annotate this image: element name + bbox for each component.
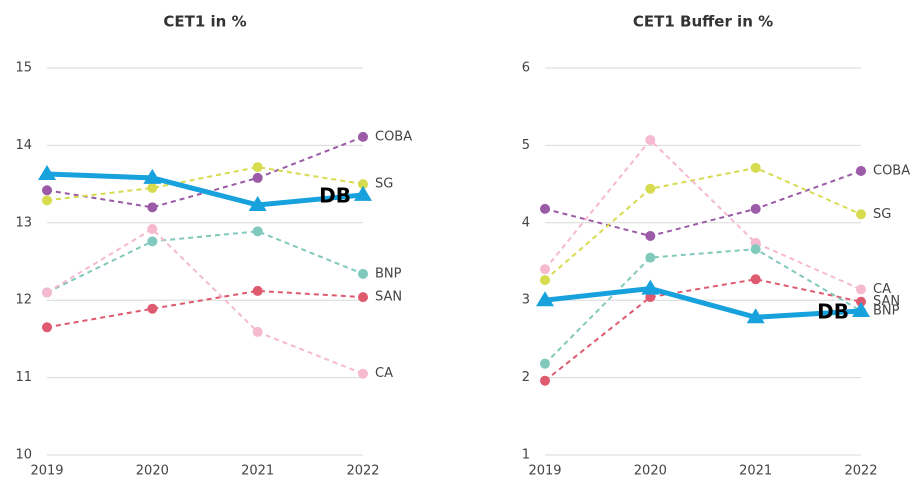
point	[358, 292, 368, 303]
point	[147, 303, 158, 314]
point	[42, 322, 52, 333]
x-tick-label: 2019	[30, 464, 63, 479]
x-tick-label: 2020	[136, 464, 169, 479]
point	[645, 183, 656, 194]
point	[354, 185, 372, 201]
point	[252, 162, 263, 173]
point	[147, 182, 158, 193]
series-line	[544, 166, 862, 281]
y-tick-label: 11	[15, 370, 32, 385]
chart-title: CET1 in %	[163, 13, 246, 31]
point	[147, 236, 158, 247]
point	[856, 209, 866, 220]
point	[358, 368, 368, 379]
y-tick-label: 5	[522, 138, 530, 153]
point	[852, 302, 870, 318]
series-label: BNP	[375, 266, 402, 281]
series-line	[46, 135, 364, 209]
point	[540, 264, 550, 275]
point	[358, 131, 368, 142]
point	[750, 203, 761, 214]
point	[147, 223, 158, 234]
series-label: CA	[873, 282, 891, 297]
point	[540, 203, 550, 214]
point	[750, 274, 761, 285]
y-tick-label: 3	[522, 293, 530, 308]
point	[252, 326, 263, 337]
series-label: COBA	[873, 163, 910, 178]
y-tick-label: 12	[15, 293, 32, 308]
point	[252, 285, 263, 296]
point	[750, 244, 761, 255]
point	[856, 165, 866, 176]
series-line	[544, 138, 862, 291]
point	[358, 179, 368, 190]
point	[540, 375, 550, 386]
y-tick-label: 15	[15, 61, 32, 76]
point	[252, 172, 263, 183]
series-line	[46, 166, 364, 202]
point	[143, 168, 162, 184]
point	[645, 292, 656, 303]
y-tick-label: 10	[15, 448, 32, 463]
x-tick-label: 2020	[634, 464, 667, 479]
point	[645, 134, 656, 145]
point	[358, 268, 368, 279]
series-line	[46, 227, 364, 375]
x-tick-label: 2021	[241, 464, 274, 479]
point	[42, 185, 52, 196]
point	[856, 284, 866, 295]
point	[856, 296, 866, 307]
y-tick-label: 13	[15, 215, 32, 230]
series-label: SG	[873, 207, 891, 222]
point	[645, 230, 656, 241]
series-line	[46, 289, 364, 329]
series-line	[544, 278, 862, 382]
series-line	[544, 248, 862, 365]
chart-title: CET1 Buffer in %	[633, 13, 773, 31]
x-tick-label: 2019	[528, 464, 561, 479]
series-line	[46, 171, 364, 208]
series-line	[46, 230, 364, 294]
point	[536, 291, 554, 307]
y-tick-label: 2	[522, 370, 530, 385]
series-label: SG	[375, 177, 393, 192]
y-tick-label: 14	[15, 138, 32, 153]
point	[42, 195, 52, 206]
series-label: CA	[375, 366, 393, 381]
series-label: BNP	[873, 304, 900, 319]
point	[540, 358, 550, 369]
point	[645, 252, 656, 263]
point	[252, 226, 263, 237]
series-label: SAN	[873, 294, 900, 309]
series-line	[544, 286, 862, 320]
x-tick-label: 2022	[844, 464, 877, 479]
point	[746, 308, 765, 324]
series-label: COBA	[375, 129, 412, 144]
x-tick-label: 2021	[739, 464, 772, 479]
point	[750, 162, 761, 173]
point	[641, 279, 660, 295]
x-tick-label: 2022	[346, 464, 379, 479]
point	[38, 165, 56, 181]
point	[540, 275, 550, 286]
series-line	[544, 170, 862, 237]
series-label: SAN	[375, 290, 402, 305]
y-tick-label: 1	[522, 448, 530, 463]
series-label: DB	[817, 300, 849, 324]
point	[147, 202, 158, 213]
series-label: DB	[319, 183, 351, 207]
y-tick-label: 6	[522, 61, 530, 76]
point	[248, 195, 267, 211]
point	[42, 287, 52, 298]
y-tick-label: 4	[522, 215, 530, 230]
